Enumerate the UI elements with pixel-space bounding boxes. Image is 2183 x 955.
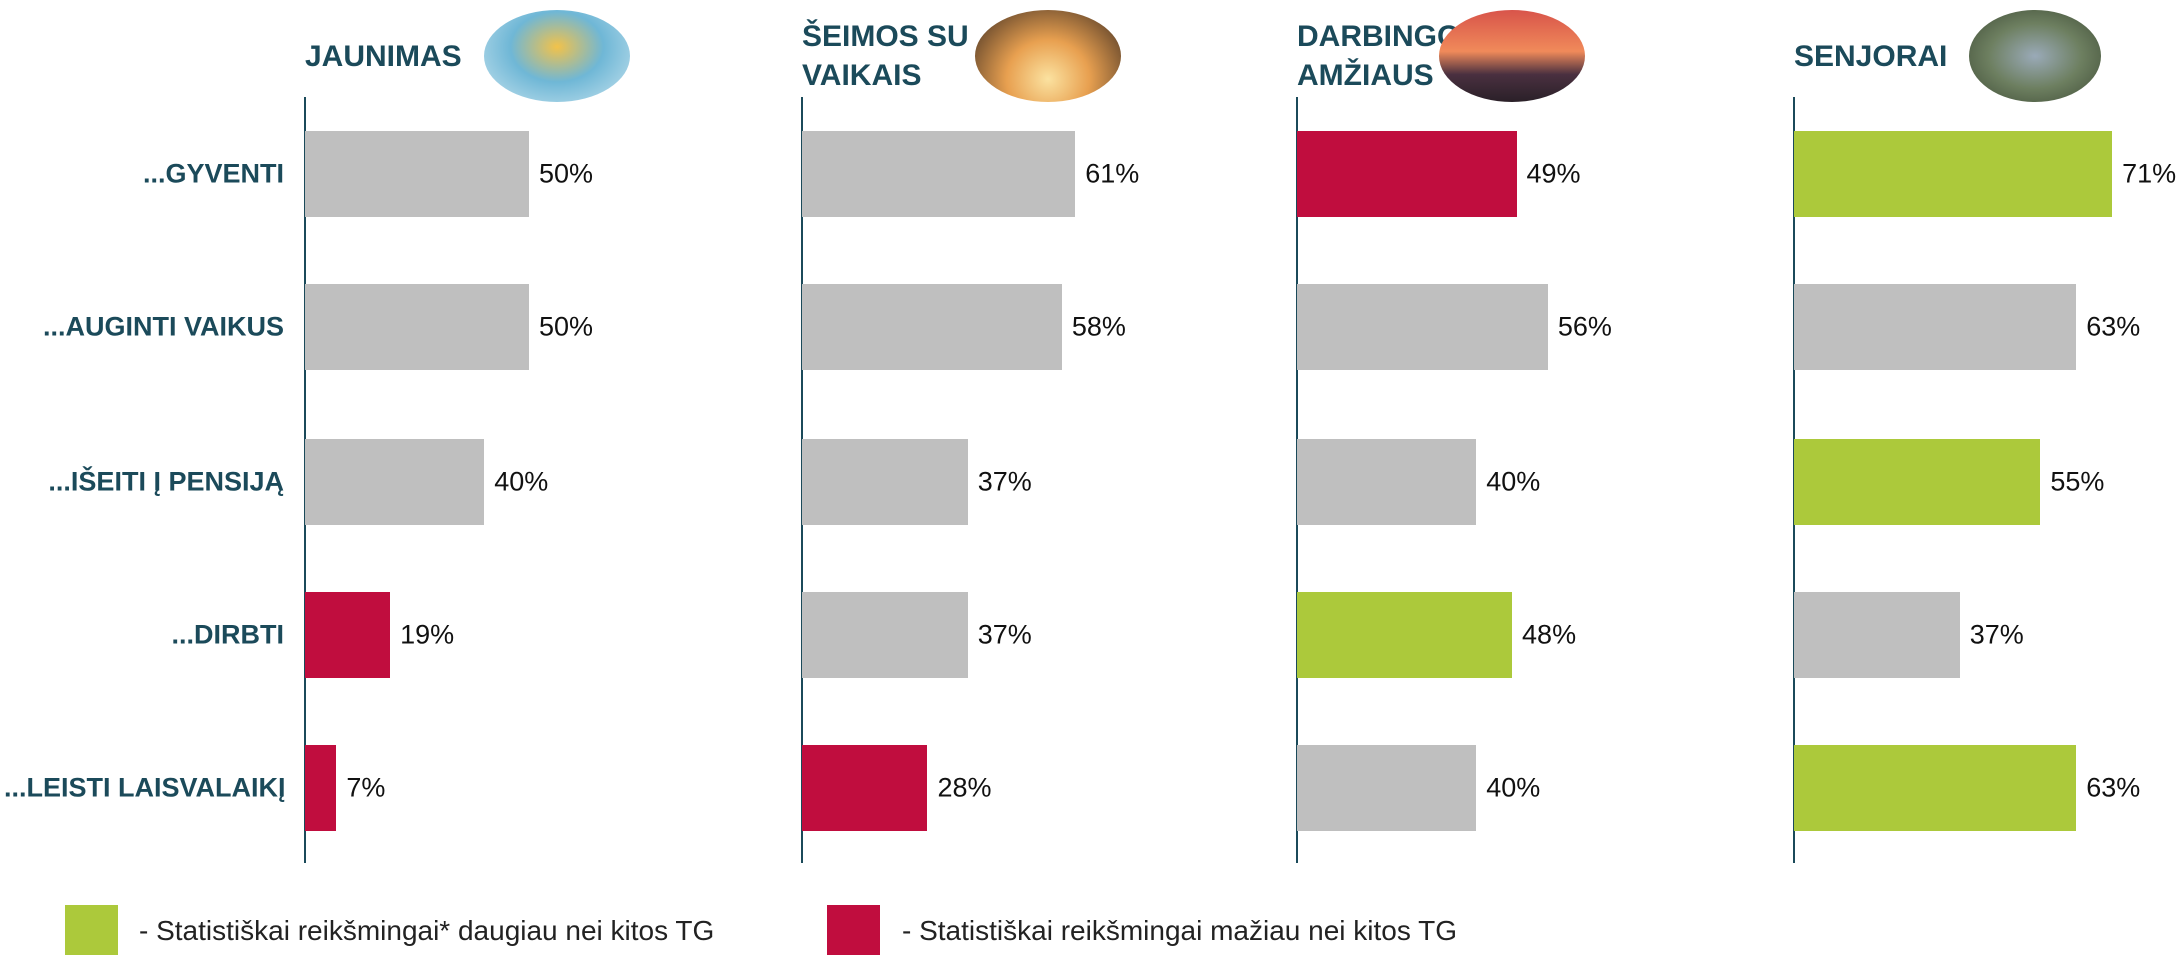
value-label: 58%	[1072, 312, 1126, 343]
value-label: 55%	[2050, 467, 2104, 498]
legend-label: - Statistiškai reikšmingai mažiau nei ki…	[902, 915, 1457, 947]
bar	[1297, 439, 1476, 525]
bar	[305, 284, 529, 370]
bar	[305, 592, 390, 678]
value-label: 37%	[978, 467, 1032, 498]
photo	[1439, 10, 1585, 102]
value-label: 71%	[2122, 159, 2176, 190]
bar	[1297, 131, 1517, 217]
category-label: ...LEISTI LAISVALAIKĮ	[4, 773, 284, 804]
value-label: 37%	[1970, 620, 2024, 651]
bar	[1297, 745, 1476, 831]
bar	[1794, 284, 2076, 370]
bar	[802, 131, 1075, 217]
legend-swatch	[65, 905, 118, 955]
value-label: 50%	[539, 159, 593, 190]
panel-title: ŠEIMOS SU VAIKAIS	[802, 6, 1002, 106]
panel-title: JAUNIMAS	[305, 6, 505, 106]
bar	[802, 745, 927, 831]
value-label: 56%	[1558, 312, 1612, 343]
bar	[305, 131, 529, 217]
value-label: 49%	[1527, 159, 1581, 190]
category-label: ...IŠEITI Į PENSIJĄ	[4, 467, 284, 498]
photo	[484, 10, 630, 102]
photo	[975, 10, 1121, 102]
category-label: ...AUGINTI VAIKUS	[4, 312, 284, 343]
bar	[305, 439, 484, 525]
bar	[1794, 745, 2076, 831]
value-label: 19%	[400, 620, 454, 651]
panel-title: SENJORAI	[1794, 6, 1994, 106]
value-label: 28%	[937, 773, 991, 804]
bar	[1794, 131, 2112, 217]
photo	[1969, 10, 2101, 102]
bar	[305, 745, 336, 831]
value-label: 37%	[978, 620, 1032, 651]
value-label: 63%	[2086, 312, 2140, 343]
value-label: 40%	[1486, 773, 1540, 804]
value-label: 61%	[1085, 159, 1139, 190]
bar	[802, 284, 1062, 370]
value-label: 40%	[1486, 467, 1540, 498]
legend-swatch	[827, 905, 880, 955]
value-label: 7%	[346, 773, 385, 804]
bar	[1297, 284, 1548, 370]
bar	[802, 439, 968, 525]
bar	[1794, 592, 1960, 678]
page: ...GYVENTI ...AUGINTI VAIKUS ...IŠEITI Į P…	[0, 0, 2183, 954]
value-label: 50%	[539, 312, 593, 343]
category-label: ...DIRBTI	[4, 620, 284, 651]
legend-label: - Statistiškai reikšmingai* daugiau nei …	[139, 915, 714, 947]
category-label: ...GYVENTI	[4, 159, 284, 190]
value-label: 40%	[494, 467, 548, 498]
bar	[802, 592, 968, 678]
bar	[1297, 592, 1512, 678]
value-label: 48%	[1522, 620, 1576, 651]
bar	[1794, 439, 2040, 525]
value-label: 63%	[2086, 773, 2140, 804]
